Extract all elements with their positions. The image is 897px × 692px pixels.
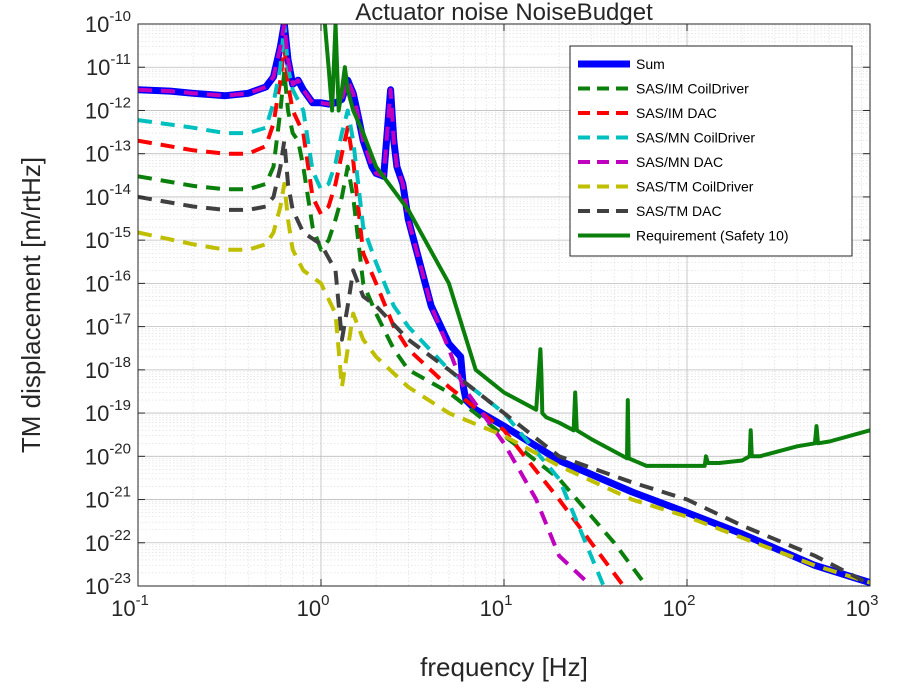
y-tick-label-base: 10 <box>85 531 109 556</box>
y-tick-label-exponent: -20 <box>109 440 131 457</box>
y-tick-label: 10-14 <box>85 181 131 210</box>
y-tick-label-base: 10 <box>85 98 109 123</box>
y-tick-label: 10-23 <box>85 570 131 599</box>
x-tick-label-base: 10 <box>663 596 687 621</box>
y-tick-label-base: 10 <box>85 142 109 167</box>
y-tick-label-base: 10 <box>85 401 109 426</box>
legend-box <box>569 45 853 257</box>
x-tick-label-exponent: 1 <box>504 592 512 609</box>
y-tick-label-base: 10 <box>85 315 109 340</box>
series-line-sas-im-coildriver <box>138 69 649 586</box>
chart-title: Actuator noise NoiseBudget <box>355 0 653 26</box>
legend-entry-label: SAS/TM DAC <box>636 203 722 219</box>
y-tick-label-exponent: -13 <box>109 138 131 155</box>
legend-entry-label: SAS/MN CoilDriver <box>636 130 755 146</box>
x-tick-label-exponent: -1 <box>136 592 149 609</box>
axis-ticks <box>137 23 871 587</box>
x-tick-label: 100 <box>297 592 330 621</box>
legend-entry-label: Sum <box>636 56 665 72</box>
y-tick-label-exponent: -23 <box>109 570 131 587</box>
y-tick-label: 10-15 <box>85 224 131 253</box>
y-tick-label-exponent: -10 <box>109 8 131 25</box>
x-tick-label-base: 10 <box>846 596 870 621</box>
series-line-requirement-safety-10 <box>322 24 870 468</box>
legend-entry-label: SAS/IM DAC <box>636 105 717 121</box>
y-tick-label: 10-11 <box>86 51 131 80</box>
legend: Sum SAS/IM CoilDriver SAS/IM DAC SAS/MN Coi… <box>569 45 853 257</box>
y-tick-label-base: 10 <box>85 358 109 383</box>
x-tick-label: 10-1 <box>111 592 149 621</box>
y-tick-label-exponent: -11 <box>110 51 131 68</box>
y-tick-label-exponent: -17 <box>109 311 131 328</box>
y-tick-label: 10-13 <box>85 138 131 167</box>
y-tick-label-exponent: -21 <box>109 484 131 501</box>
legend-entry-label: SAS/MN DAC <box>636 154 723 170</box>
legend-entry-label: SAS/TM CoilDriver <box>636 179 754 195</box>
y-tick-label-base: 10 <box>85 185 109 210</box>
y-tick-label-base: 10 <box>85 271 109 296</box>
x-tick-label: 101 <box>480 592 513 621</box>
y-axis-label: TM displacement [m/rtHz] <box>16 157 46 453</box>
y-tick-label-base: 10 <box>85 574 109 599</box>
y-tick-label: 10-12 <box>85 94 131 123</box>
y-tick-label: 10-16 <box>85 267 131 296</box>
x-tick-label: 103 <box>846 592 879 621</box>
y-tick-label-base: 10 <box>85 488 109 513</box>
y-tick-label-exponent: -12 <box>109 94 131 111</box>
y-tick-label-exponent: -22 <box>109 527 131 544</box>
series-line-sas-im-dac <box>138 44 626 586</box>
y-tick-label-exponent: -19 <box>109 397 131 414</box>
series-line-sas-mn-dac <box>138 24 593 586</box>
y-tick-label: 10-20 <box>85 440 131 469</box>
y-tick-label: 10-18 <box>85 354 131 383</box>
y-tick-label: 10-21 <box>85 484 131 513</box>
y-tick-label-exponent: -18 <box>109 354 131 371</box>
y-tick-label: 10-17 <box>85 311 131 340</box>
y-tick-label-exponent: -14 <box>109 181 131 198</box>
y-tick-label-exponent: -16 <box>109 267 131 284</box>
x-tick-label-exponent: 0 <box>321 592 329 609</box>
y-tick-labels: 10-1010-1110-1210-1310-1410-1510-1610-17… <box>85 8 131 599</box>
y-tick-label-base: 10 <box>85 12 109 37</box>
x-tick-label-base: 10 <box>297 596 321 621</box>
series-layer <box>138 24 870 586</box>
series-line-sas-mn-coildriver <box>138 24 606 586</box>
legend-entry-label: SAS/IM CoilDriver <box>636 81 749 97</box>
x-tick-label-base: 10 <box>480 596 504 621</box>
y-tick-label-base: 10 <box>86 55 110 80</box>
series-line-sas-tm-dac <box>138 138 870 586</box>
x-tick-label-exponent: 2 <box>687 592 695 609</box>
legend-entry-label: Requirement (Safety 10) <box>636 228 789 244</box>
y-tick-label-exponent: -15 <box>109 224 131 241</box>
x-tick-label-exponent: 3 <box>870 592 878 609</box>
x-tick-labels: 10-1 100 101 102 103 <box>111 592 878 621</box>
x-axis-label: frequency [Hz] <box>420 652 588 682</box>
x-tick-label-base: 10 <box>111 596 135 621</box>
y-tick-label: 10-10 <box>85 8 131 37</box>
x-tick-label: 102 <box>663 592 696 621</box>
y-tick-label: 10-22 <box>85 527 131 556</box>
y-tick-label: 10-19 <box>85 397 131 426</box>
y-tick-label-base: 10 <box>85 444 109 469</box>
y-tick-label-base: 10 <box>85 228 109 253</box>
